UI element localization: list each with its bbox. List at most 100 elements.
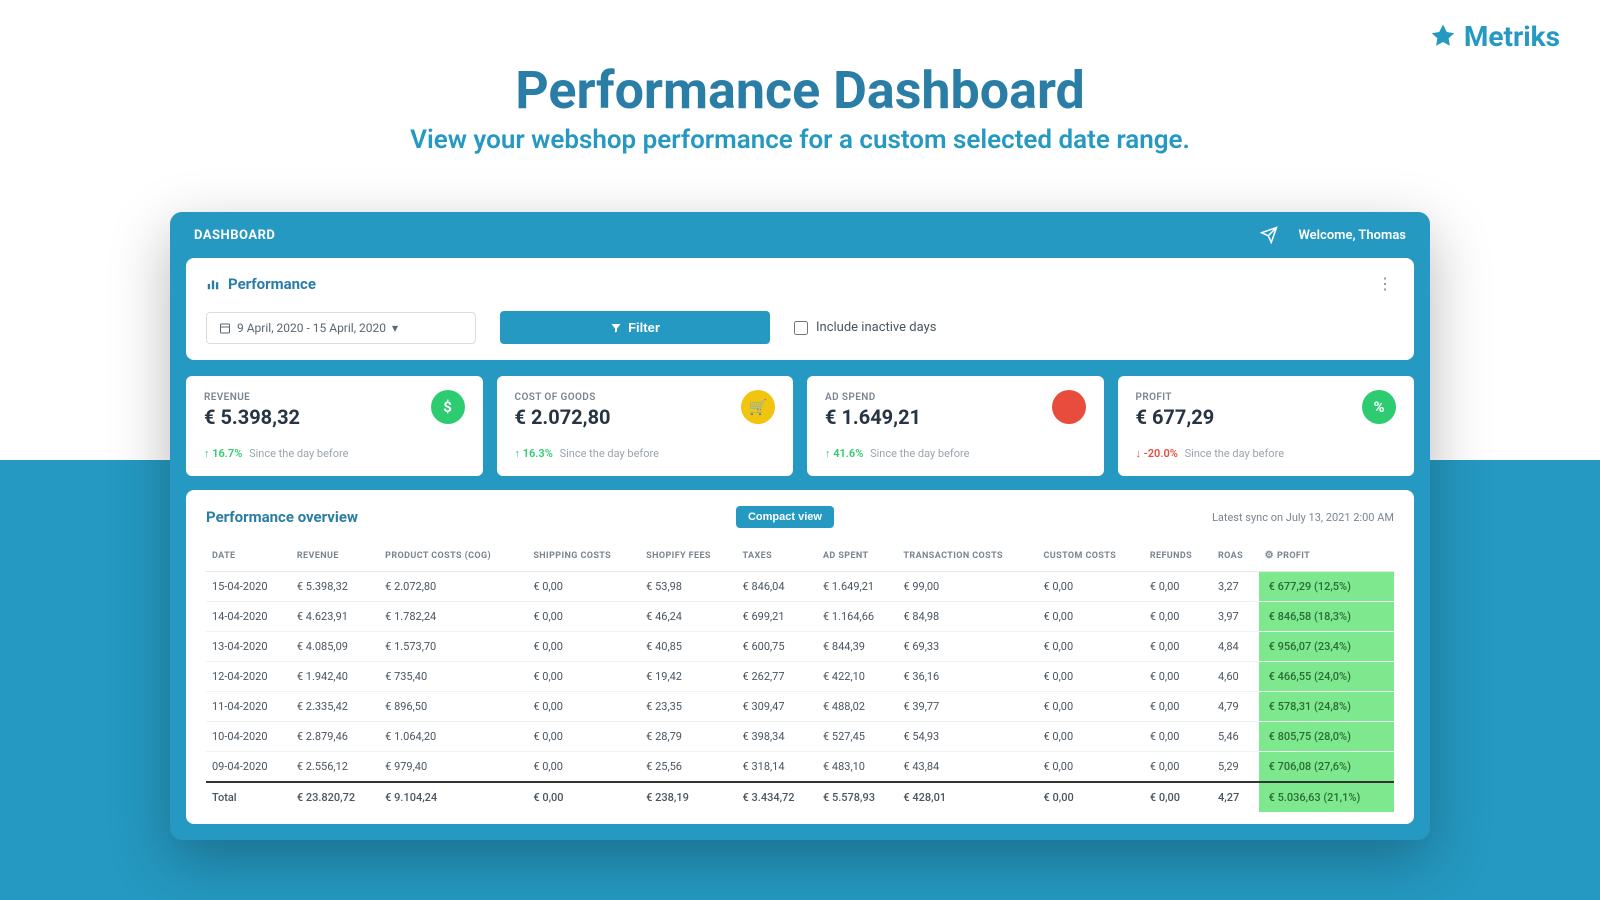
table-header[interactable]: SHOPIFY FEES bbox=[640, 540, 736, 572]
performance-title: Performance bbox=[206, 275, 316, 293]
table-cell: 5,46 bbox=[1212, 722, 1259, 752]
metric-label: REVENUE bbox=[204, 392, 465, 403]
table-cell: € 23,35 bbox=[640, 692, 736, 722]
table-cell: € 46,24 bbox=[640, 602, 736, 632]
filter-button-label: Filter bbox=[628, 320, 660, 335]
table-row: 13-04-2020€ 4.085,09€ 1.573,70€ 0,00€ 40… bbox=[206, 632, 1394, 662]
table-header[interactable]: AD SPENT bbox=[817, 540, 897, 572]
table-row: 14-04-2020€ 4.623,91€ 1.782,24€ 0,00€ 46… bbox=[206, 602, 1394, 632]
table-cell: € 99,00 bbox=[897, 572, 1037, 602]
table-cell: € 4.623,91 bbox=[291, 602, 379, 632]
table-header[interactable]: REVENUE bbox=[291, 540, 379, 572]
table-cell: € 25,56 bbox=[640, 752, 736, 783]
hero: Performance Dashboard View your webshop … bbox=[0, 0, 1600, 155]
metric-value: € 2.072,80 bbox=[515, 405, 776, 429]
table-row: 15-04-2020€ 5.398,32€ 2.072,80€ 0,00€ 53… bbox=[206, 572, 1394, 602]
table-cell: € 0,00 bbox=[1144, 782, 1212, 812]
table-cell: € 54,93 bbox=[897, 722, 1037, 752]
table-cell: Total bbox=[206, 782, 291, 812]
metric-icon bbox=[1052, 390, 1086, 424]
metric-label: COST OF GOODS bbox=[515, 392, 776, 403]
table-cell: € 0,00 bbox=[527, 752, 640, 783]
table-cell: 13-04-2020 bbox=[206, 632, 291, 662]
table-cell: € 422,10 bbox=[817, 662, 897, 692]
date-range-picker[interactable]: 9 April, 2020 - 15 April, 2020 ▾ bbox=[206, 312, 476, 344]
table-cell: 14-04-2020 bbox=[206, 602, 291, 632]
table-header[interactable]: PROFIT bbox=[1259, 540, 1394, 572]
overview-card: Performance overview Compact view Latest… bbox=[186, 490, 1414, 824]
header-title: DASHBOARD bbox=[194, 228, 275, 243]
metric-icon: $ bbox=[431, 390, 465, 424]
table-cell: € 0,00 bbox=[1144, 602, 1212, 632]
table-cell: 4,84 bbox=[1212, 632, 1259, 662]
table-header[interactable]: REFUNDS bbox=[1144, 540, 1212, 572]
table-cell: € 5.398,32 bbox=[291, 572, 379, 602]
metric-value: € 1.649,21 bbox=[825, 405, 1086, 429]
table-cell: € 428,01 bbox=[897, 782, 1037, 812]
gear-icon bbox=[1265, 551, 1277, 561]
date-range-text: 9 April, 2020 - 15 April, 2020 bbox=[237, 321, 386, 335]
table-cell: 12-04-2020 bbox=[206, 662, 291, 692]
table-cell: € 53,98 bbox=[640, 572, 736, 602]
table-cell: € 0,00 bbox=[527, 602, 640, 632]
table-cell: € 318,14 bbox=[737, 752, 817, 783]
metric-value: € 5.398,32 bbox=[204, 405, 465, 429]
table-cell: € 309,47 bbox=[737, 692, 817, 722]
kebab-menu-icon[interactable]: ⋮ bbox=[1377, 274, 1394, 293]
table-cell: € 0,00 bbox=[1144, 722, 1212, 752]
table-header[interactable]: DATE bbox=[206, 540, 291, 572]
compact-view-button[interactable]: Compact view bbox=[736, 506, 834, 528]
performance-title-text: Performance bbox=[228, 275, 316, 293]
hero-subtitle: View your webshop performance for a cust… bbox=[0, 125, 1600, 155]
table-cell: € 39,77 bbox=[897, 692, 1037, 722]
table-cell: € 0,00 bbox=[1038, 632, 1144, 662]
table-header[interactable]: PRODUCT COSTS (COG) bbox=[379, 540, 527, 572]
table-header[interactable]: SHIPPING COSTS bbox=[527, 540, 640, 572]
table-cell: € 488,02 bbox=[817, 692, 897, 722]
table-cell: € 0,00 bbox=[1038, 572, 1144, 602]
table-cell: € 84,98 bbox=[897, 602, 1037, 632]
table-row: 09-04-2020€ 2.556,12€ 979,40€ 0,00€ 25,5… bbox=[206, 752, 1394, 783]
table-cell: € 3.434,72 bbox=[737, 782, 817, 812]
table-cell: € 844,39 bbox=[817, 632, 897, 662]
table-header[interactable]: TRANSACTION COSTS bbox=[897, 540, 1037, 572]
table-cell: € 40,85 bbox=[640, 632, 736, 662]
table-cell: € 896,50 bbox=[379, 692, 527, 722]
table-cell: € 2.879,46 bbox=[291, 722, 379, 752]
performance-card: Performance ⋮ 9 April, 2020 - 15 April, … bbox=[186, 258, 1414, 360]
table-cell: € 0,00 bbox=[1038, 752, 1144, 783]
table-cell: € 2.335,42 bbox=[291, 692, 379, 722]
metric-value: € 677,29 bbox=[1136, 405, 1397, 429]
table-cell: € 846,04 bbox=[737, 572, 817, 602]
table-cell: € 0,00 bbox=[527, 572, 640, 602]
include-inactive-input[interactable] bbox=[794, 321, 808, 335]
table-cell: € 0,00 bbox=[1144, 632, 1212, 662]
table-row: 11-04-2020€ 2.335,42€ 896,50€ 0,00€ 23,3… bbox=[206, 692, 1394, 722]
table-cell: € 0,00 bbox=[1038, 662, 1144, 692]
table-header[interactable]: CUSTOM COSTS bbox=[1038, 540, 1144, 572]
table-cell: € 483,10 bbox=[817, 752, 897, 783]
calendar-icon bbox=[219, 322, 231, 334]
table-cell: 11-04-2020 bbox=[206, 692, 291, 722]
sync-text: Latest sync on July 13, 2021 2:00 AM bbox=[1212, 511, 1394, 524]
metric-change: ↓ -20.0% Since the day before bbox=[1136, 447, 1397, 460]
include-inactive-checkbox[interactable]: Include inactive days bbox=[794, 320, 936, 335]
filter-button[interactable]: Filter bbox=[500, 311, 770, 344]
metric-change: ↑ 16.7% Since the day before bbox=[204, 447, 465, 460]
table-cell: 3,27 bbox=[1212, 572, 1259, 602]
table-cell: € 0,00 bbox=[1144, 662, 1212, 692]
table-header[interactable]: ROAS bbox=[1212, 540, 1259, 572]
table-cell: € 0,00 bbox=[1038, 782, 1144, 812]
table-header[interactable]: TAXES bbox=[737, 540, 817, 572]
table-cell: € 23.820,72 bbox=[291, 782, 379, 812]
table-cell: € 1.164,66 bbox=[817, 602, 897, 632]
metric-change: ↑ 16.3% Since the day before bbox=[515, 447, 776, 460]
table-cell: € 677,29 (12,5%) bbox=[1259, 572, 1394, 602]
table-cell: € 398,34 bbox=[737, 722, 817, 752]
table-cell: 4,60 bbox=[1212, 662, 1259, 692]
table-cell: € 1.064,20 bbox=[379, 722, 527, 752]
send-icon[interactable] bbox=[1260, 226, 1278, 244]
app-window: DASHBOARD Welcome, Thomas Performance ⋮ bbox=[170, 212, 1430, 840]
table-cell: € 0,00 bbox=[527, 632, 640, 662]
table-cell: 09-04-2020 bbox=[206, 752, 291, 783]
